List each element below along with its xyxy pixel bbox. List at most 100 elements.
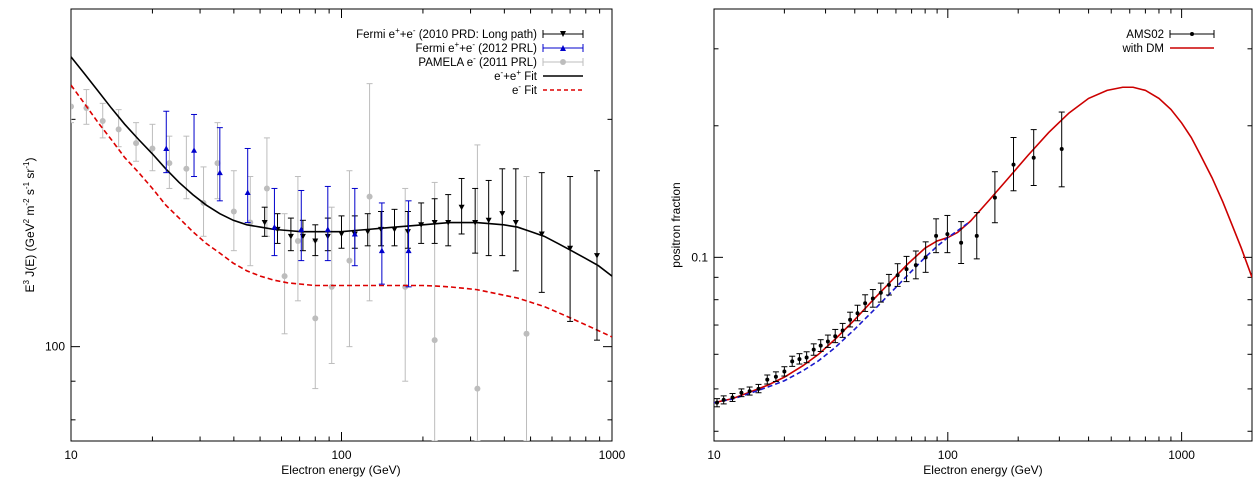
point-marker — [804, 355, 809, 360]
point-marker — [83, 105, 90, 112]
legend-label: PAMELA e- (2011 PRL) — [418, 54, 537, 69]
point-marker — [346, 257, 353, 264]
legend-entry-with-dm: with DM — [1121, 43, 1214, 55]
right-y-axis-label: positron fraction — [669, 182, 683, 267]
point-marker — [166, 160, 173, 167]
point-marker — [149, 145, 156, 152]
point-marker — [895, 273, 900, 278]
y-tick-label: 0.1 — [691, 250, 708, 264]
data-point — [149, 123, 156, 172]
point-marker — [391, 226, 398, 233]
data-point — [405, 200, 412, 288]
point-marker — [818, 343, 823, 348]
point-marker — [115, 126, 122, 133]
data-point — [324, 185, 331, 262]
left-chart: 10 100 1000 100 Electron energy (GeV) E3 J(… — [22, 8, 626, 477]
point-marker — [934, 233, 939, 238]
legend-entry-fermi-2010: Fermi e++e- (2010 PRD: Long path) — [356, 26, 584, 41]
point-marker — [404, 229, 411, 235]
legend-label: e-+e+ Fit — [494, 68, 538, 83]
data-point — [261, 206, 268, 237]
point-marker — [405, 247, 412, 254]
data-point — [294, 176, 301, 302]
data-point — [839, 322, 846, 338]
legend-label: AMS02 — [1126, 29, 1164, 41]
data-point — [869, 289, 876, 308]
x-tick-label: 100 — [938, 448, 958, 462]
data-point — [922, 241, 929, 273]
left-y-axis-label: E3 J(E) (GeV2 m-2 s-1 sr-1) — [22, 158, 37, 293]
data-point — [854, 304, 861, 322]
data-point — [720, 395, 727, 405]
point-marker — [287, 233, 294, 240]
point-marker — [870, 296, 875, 301]
data-point — [933, 218, 940, 254]
point-marker — [974, 233, 979, 238]
right-plot-area — [714, 86, 1252, 408]
point-marker — [833, 334, 838, 339]
point-marker — [765, 377, 770, 382]
point-marker — [281, 273, 288, 280]
series-e-fit — [71, 84, 612, 338]
data-point — [1058, 111, 1065, 188]
right-legend: AMS02 with DM — [1121, 29, 1215, 55]
point-marker — [797, 357, 802, 362]
right-chart: 10 100 1000 0.1 Electron energy (GeV) posit… — [669, 8, 1253, 477]
point-marker — [324, 226, 331, 232]
point-marker — [825, 339, 830, 344]
legend-marker — [560, 31, 566, 37]
data-point — [271, 187, 278, 257]
data-point — [244, 147, 251, 224]
point-marker — [431, 220, 438, 226]
point-marker — [790, 359, 795, 364]
series-ams02 — [714, 111, 1065, 408]
legend-label: e- Fit — [512, 82, 538, 97]
data-point — [378, 211, 385, 247]
point-marker — [312, 238, 319, 245]
point-marker — [913, 263, 918, 268]
x-tick-label: 1000 — [599, 448, 626, 462]
data-point — [133, 122, 140, 162]
point-marker — [1059, 146, 1064, 151]
data-point — [445, 194, 452, 247]
point-marker — [747, 389, 752, 394]
point-marker — [593, 253, 600, 259]
point-marker — [366, 193, 373, 200]
data-point — [764, 374, 771, 385]
point-marker — [191, 147, 198, 153]
series-layer — [714, 86, 1252, 408]
point-marker — [294, 238, 301, 245]
point-marker — [923, 255, 928, 260]
left-axis-ticks — [70, 9, 613, 441]
point-marker — [848, 317, 853, 322]
data-point — [746, 386, 753, 396]
point-marker — [1011, 162, 1016, 167]
data-point — [366, 83, 373, 302]
point-marker — [499, 211, 506, 217]
point-marker — [71, 103, 74, 110]
point-marker — [811, 347, 816, 352]
point-marker — [163, 145, 170, 151]
data-point — [1030, 129, 1037, 187]
point-marker — [474, 385, 481, 392]
data-point — [431, 198, 438, 244]
legend-entry-electron-fit: e- Fit — [512, 82, 583, 97]
point-marker — [458, 204, 465, 211]
point-marker — [1031, 155, 1036, 160]
data-point — [298, 189, 305, 262]
data-point — [789, 355, 796, 367]
point-marker — [863, 301, 868, 306]
point-marker — [485, 217, 492, 224]
data-point — [230, 170, 237, 252]
legend-marker — [560, 45, 566, 51]
point-marker — [298, 226, 305, 232]
x-tick-label: 1000 — [1168, 448, 1195, 462]
x-tick-label: 10 — [64, 448, 78, 462]
point-marker — [959, 240, 964, 245]
left-legend: Fermi e++e- (2010 PRD: Long path) Fermi … — [356, 26, 584, 97]
data-point — [346, 170, 353, 348]
legend-entry-total-fit: e-+e+ Fit — [494, 68, 583, 83]
data-point — [485, 179, 492, 257]
data-point — [1010, 137, 1017, 192]
